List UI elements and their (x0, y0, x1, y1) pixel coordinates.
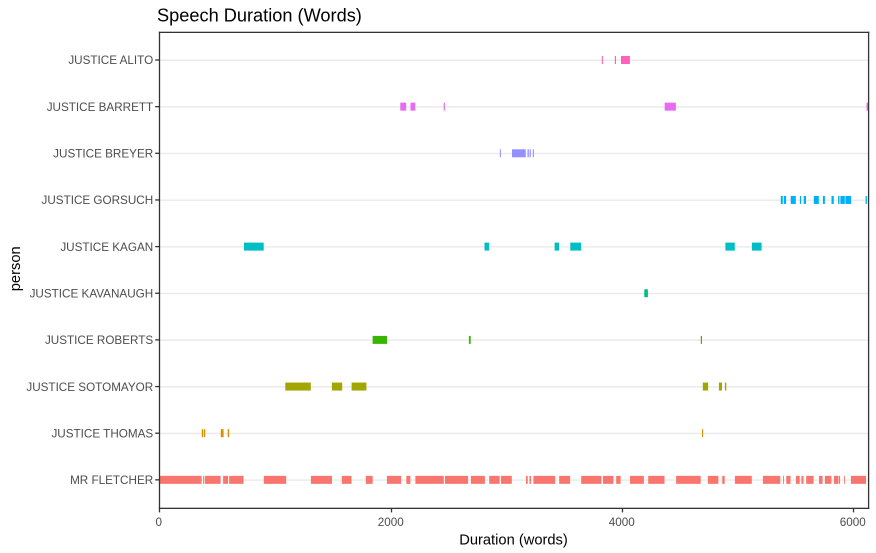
svg-text:JUSTICE GORSUCH: JUSTICE GORSUCH (41, 194, 153, 207)
svg-text:JUSTICE ROBERTS: JUSTICE ROBERTS (45, 334, 153, 347)
svg-text:2000: 2000 (378, 516, 405, 529)
svg-text:JUSTICE BARRETT: JUSTICE BARRETT (47, 101, 154, 114)
svg-text:JUSTICE BREYER: JUSTICE BREYER (53, 148, 153, 161)
svg-text:4000: 4000 (609, 516, 636, 529)
svg-text:JUSTICE ALITO: JUSTICE ALITO (68, 54, 153, 67)
svg-text:Duration (words): Duration (words) (459, 533, 568, 549)
svg-text:JUSTICE KAGAN: JUSTICE KAGAN (60, 241, 153, 254)
svg-text:JUSTICE THOMAS: JUSTICE THOMAS (51, 427, 153, 440)
svg-text:0: 0 (155, 516, 162, 529)
svg-text:JUSTICE KAVANAUGH: JUSTICE KAVANAUGH (30, 287, 154, 300)
svg-text:MR FLETCHER: MR FLETCHER (70, 474, 153, 487)
svg-text:person: person (8, 246, 24, 291)
svg-text:JUSTICE SOTOMAYOR: JUSTICE SOTOMAYOR (26, 381, 153, 394)
svg-text:Speech Duration (Words): Speech Duration (Words) (157, 6, 362, 26)
svg-text:6000: 6000 (840, 516, 867, 529)
